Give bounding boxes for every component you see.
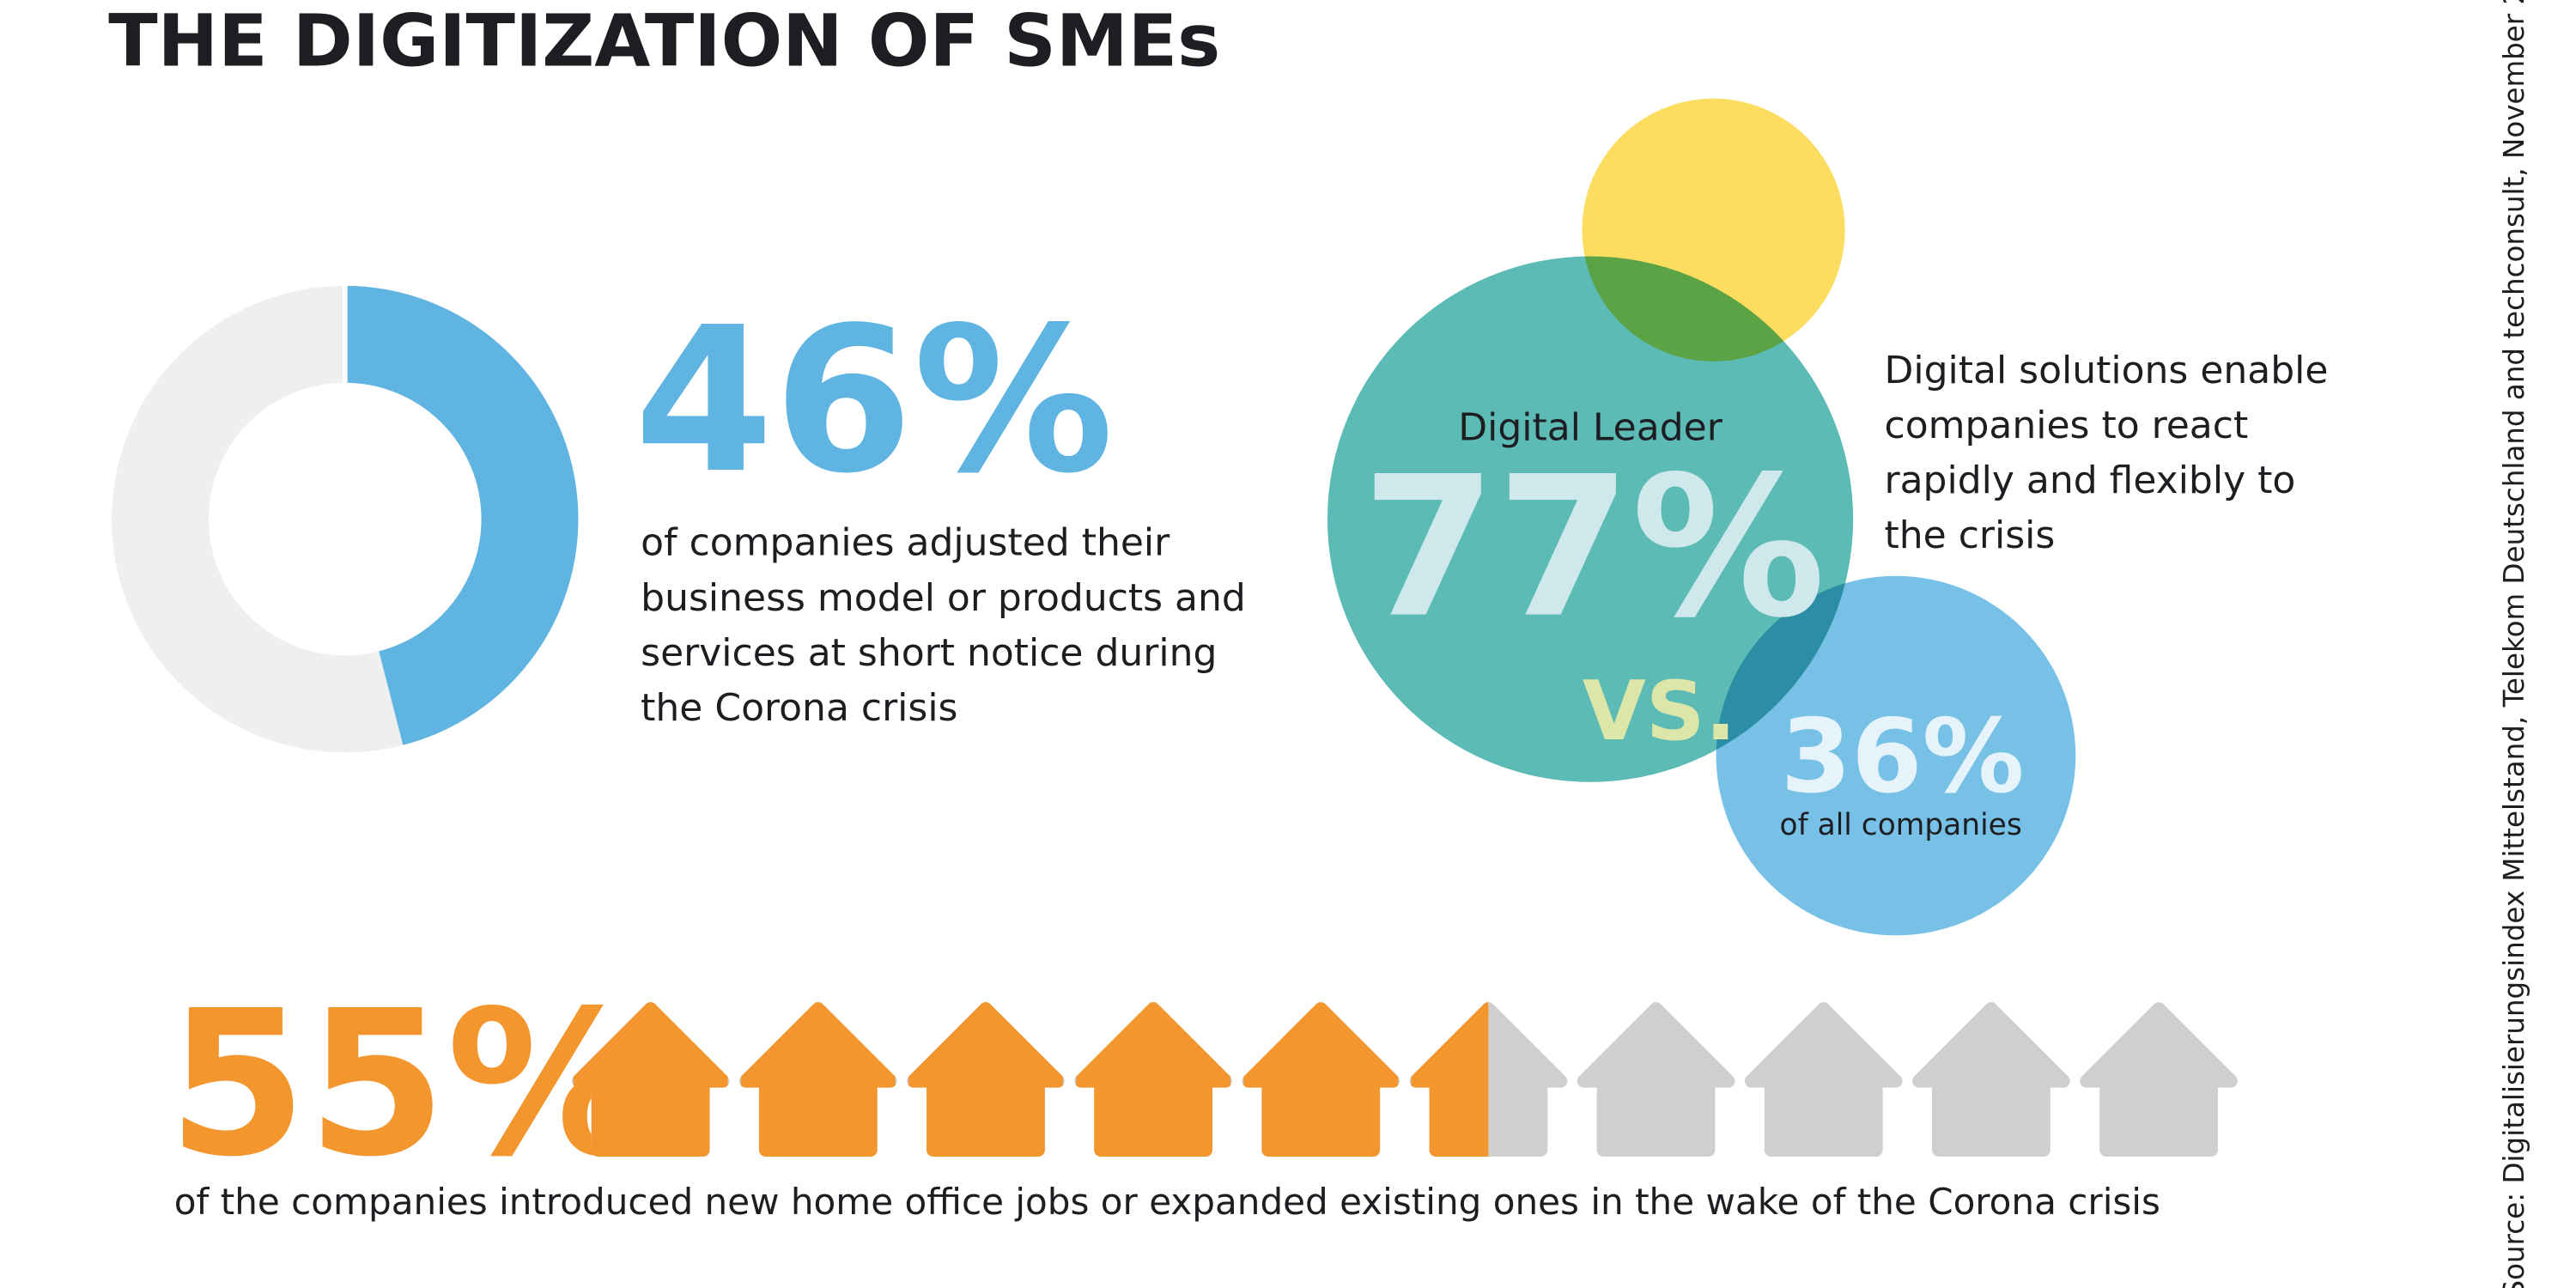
icon-track xyxy=(2080,1002,2238,1157)
icons-filled xyxy=(573,1002,1489,1157)
bubble xyxy=(1716,575,2076,936)
caption-line: of companies adjusted their xyxy=(641,521,1170,565)
icon-fill xyxy=(738,1002,897,1157)
donut-segment xyxy=(343,285,579,745)
icon-track xyxy=(1577,1002,1735,1157)
caption-line: rapidly and flexibly to xyxy=(1885,459,2296,502)
icon-fill xyxy=(573,1002,730,1157)
bubble-title: Digital Leader xyxy=(1458,406,1722,450)
caption-line: services at short notice during xyxy=(641,631,1217,675)
value-label: 46% xyxy=(635,284,1115,518)
icon-track xyxy=(1912,1002,2070,1157)
caption: of the companies introduced new home off… xyxy=(174,1181,2160,1223)
caption-line: Digital solutions enable xyxy=(1885,349,2329,392)
bubble xyxy=(1327,256,1854,782)
source: Source: Digitalisierungsindex Mittelstan… xyxy=(2498,0,2530,1288)
icon-fill xyxy=(1409,1002,1489,1157)
icon-fill xyxy=(1242,1002,1400,1157)
comparison: VS. xyxy=(1583,663,1736,759)
caption-line: the crisis xyxy=(1885,513,2056,557)
icon-fill xyxy=(1074,1002,1232,1157)
icon-fill xyxy=(907,1002,1065,1157)
caption-line: companies to react xyxy=(1885,404,2249,447)
value-label: 55% xyxy=(167,968,647,1201)
caption-line: the Corona crisis xyxy=(641,686,957,730)
sublabel: of all companies xyxy=(1780,808,2022,842)
value-label: 36% xyxy=(1781,697,2025,816)
value-label: 77% xyxy=(1362,435,1826,661)
title: THE DIGITIZATION OF SMEs xyxy=(108,0,1220,83)
icon-track xyxy=(1744,1002,1903,1157)
caption-line: business model or products and xyxy=(641,576,1246,620)
